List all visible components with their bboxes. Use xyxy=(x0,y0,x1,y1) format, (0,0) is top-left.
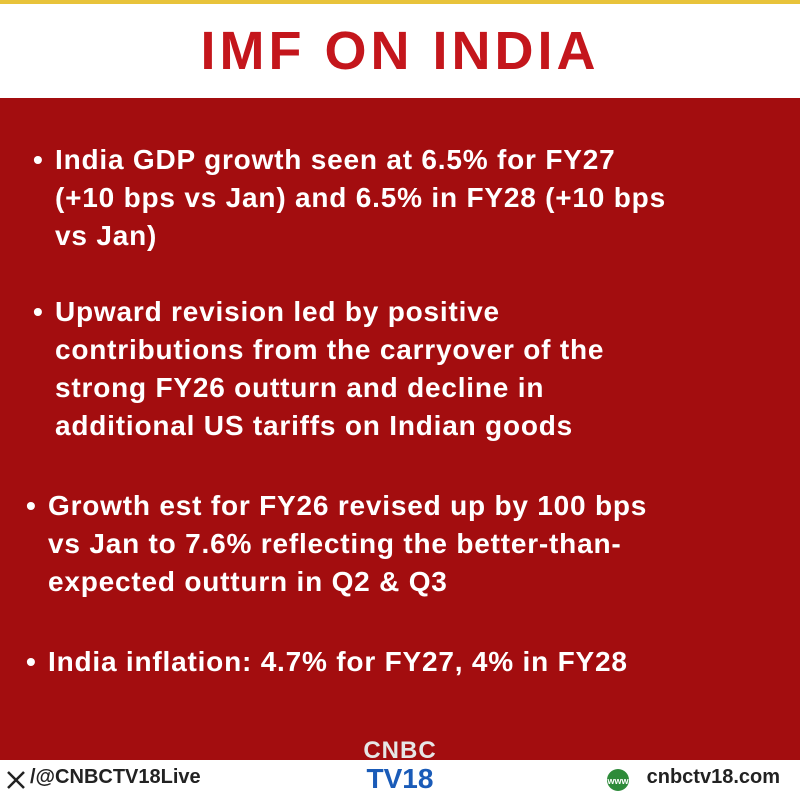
bullet-dot: • xyxy=(33,144,44,175)
bullet-line: expected outturn in Q2 & Q3 xyxy=(48,566,448,597)
x-icon xyxy=(7,771,25,789)
bullet: • India inflation: 4.7% for FY27, 4% in F… xyxy=(26,643,628,681)
top-stripe xyxy=(0,0,800,4)
content-panel xyxy=(0,98,800,760)
bullet: • Growth est for FY26 revised up by 100 b… xyxy=(26,487,648,601)
bullet-line: strong FY26 outturn and decline in xyxy=(55,372,545,403)
bullet-line: (+10 bps vs Jan) and 6.5% in FY28 (+10 b… xyxy=(55,182,666,213)
website: cnbctv18.com xyxy=(646,766,780,788)
web-icon: www xyxy=(606,769,629,791)
bullet: • Upward revision led by positive contribu… xyxy=(33,293,605,445)
logo-cnbc: CNBC xyxy=(363,737,437,764)
bullet-dot: • xyxy=(26,646,37,677)
title: IMF ON INDIA xyxy=(200,21,600,81)
bullet: • India GDP growth seen at 6.5% for FY27 (… xyxy=(33,141,666,255)
bullet-line: Upward revision led by positive xyxy=(55,296,500,327)
svg-text:www: www xyxy=(606,776,629,786)
footer: /@CNBCTV18Live www cnbctv18.com xyxy=(0,760,800,800)
bullet-line: additional US tariffs on Indian goods xyxy=(55,410,574,441)
logo: CNBC TV18 xyxy=(340,738,460,794)
bullet-dot: • xyxy=(26,490,37,521)
bullet-line: India GDP growth seen at 6.5% for FY27 xyxy=(55,144,616,175)
bullet-line: vs Jan) xyxy=(55,220,158,251)
bullet-dot: • xyxy=(33,296,44,327)
bullet-line: Growth est for FY26 revised up by 100 bp… xyxy=(48,490,648,521)
bullet-line: contributions from the carryover of the xyxy=(55,334,605,365)
social-handle: /@CNBCTV18Live xyxy=(30,766,201,788)
bullet-line: India inflation: 4.7% for FY27, 4% in FY… xyxy=(48,646,628,677)
header: IMF ON INDIA xyxy=(0,4,800,98)
logo-tv18: TV18 xyxy=(366,763,434,794)
bullet-line: vs Jan to 7.6% reflecting the better-tha… xyxy=(48,528,622,559)
